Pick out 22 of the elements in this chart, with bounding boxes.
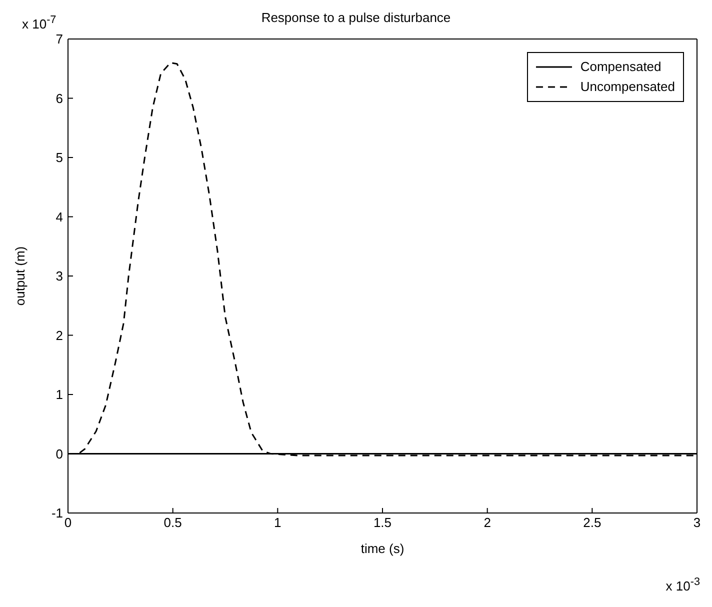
y-tick-label: 1 <box>56 387 63 402</box>
x-tick-label: 1.5 <box>373 515 392 530</box>
y-tick-label: 5 <box>56 150 63 166</box>
y-tick-label: 4 <box>56 209 63 224</box>
y-tick-label: 3 <box>56 268 63 284</box>
x-tick-label: 1 <box>274 515 282 530</box>
legend-label: Uncompensated <box>580 78 675 96</box>
y-axis-title: output (m) <box>12 246 28 306</box>
text: x 10$^{-7}$ <box>22 14 56 32</box>
x-tick-label: 3 <box>693 515 701 530</box>
y-tick-label: 6 <box>56 90 63 106</box>
x-tick-label: 2.5 <box>583 515 602 530</box>
y-tick-label: 0 <box>56 446 63 462</box>
x-tick-label: 0.5 <box>164 515 182 530</box>
chart-title: Response to a pulse disturbance <box>261 10 451 25</box>
text: x 10$^{-3}$ <box>666 576 700 593</box>
x-tick-label: 2 <box>484 515 491 530</box>
y-tick-label: 2 <box>56 328 63 343</box>
legend-label: Compensated <box>580 58 662 76</box>
y-tick-label: -1 <box>51 506 63 521</box>
y-tick-label: 7 <box>56 32 63 47</box>
x-axis-title: time (s) <box>360 541 404 556</box>
